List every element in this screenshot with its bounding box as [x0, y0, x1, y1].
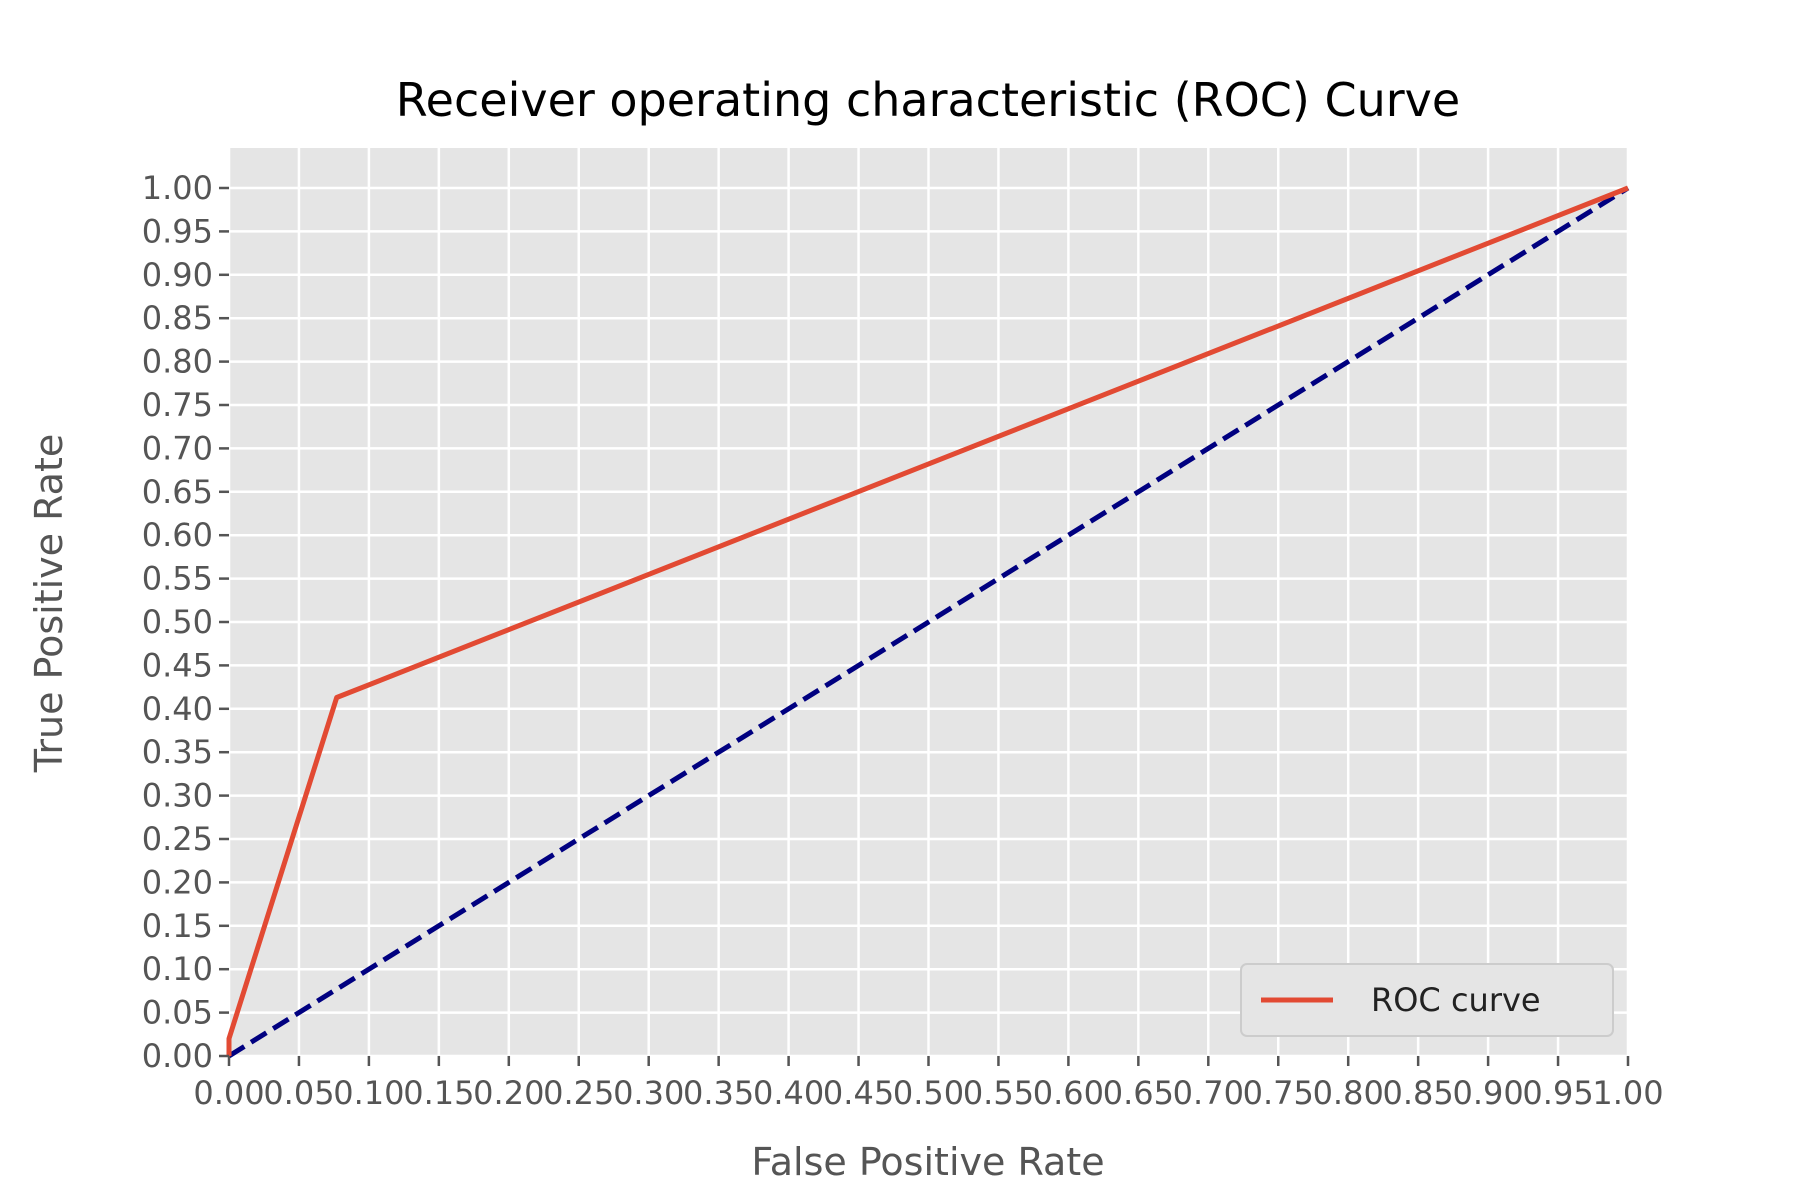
y-tick-label: 0.40 — [142, 690, 213, 728]
x-tick-label: 0.15 — [403, 1074, 474, 1112]
y-tick-label: 0.15 — [142, 907, 213, 945]
x-tick-label: 0.60 — [1033, 1074, 1104, 1112]
y-tick-label: 0.10 — [142, 950, 213, 988]
x-tick-label: 0.75 — [1243, 1074, 1314, 1112]
x-tick-label: 0.10 — [333, 1074, 404, 1112]
y-tick-label: 0.90 — [142, 256, 213, 294]
y-tick-label: 0.80 — [142, 343, 213, 381]
x-tick-label: 0.70 — [1173, 1074, 1244, 1112]
y-tick-label: 0.05 — [142, 994, 213, 1032]
y-tick-label: 0.95 — [142, 212, 213, 250]
y-axis-label: True Positive Rate — [27, 434, 71, 774]
x-tick-label: 0.45 — [823, 1074, 894, 1112]
x-tick-label: 0.30 — [613, 1074, 684, 1112]
y-tick-label: 0.20 — [142, 863, 213, 901]
x-tick-label: 0.40 — [753, 1074, 824, 1112]
chance-diagonal-line — [227, 185, 1630, 1059]
roc-curve-line — [226, 185, 1629, 1056]
x-tick-label: 0.95 — [1522, 1074, 1593, 1112]
y-axis-ticks: 0.00 0.05 0.10 0.15 0.20 0.25 0.30 0.35 0.40 0.45… — [142, 169, 229, 1075]
y-tick-label: 0.50 — [142, 603, 213, 641]
grid-lines — [227, 148, 1630, 1058]
y-tick-label: 0.35 — [142, 733, 213, 771]
y-tick-label: 1.00 — [142, 169, 213, 207]
y-tick-label: 0.60 — [142, 516, 213, 554]
y-tick-label: 0.75 — [142, 386, 213, 424]
legend-box — [1240, 963, 1614, 1037]
x-tick-label: 0.50 — [893, 1074, 964, 1112]
x-axis-label: False Positive Rate — [751, 1140, 1104, 1184]
y-tick-label: 0.65 — [142, 473, 213, 511]
x-tick-label: 0.85 — [1383, 1074, 1454, 1112]
legend-label: ROC curve — [1371, 981, 1541, 1019]
x-tick-label: 0.55 — [963, 1074, 1034, 1112]
x-tick-label: 0.90 — [1452, 1074, 1523, 1112]
x-tick-label: 1.00 — [1592, 1074, 1663, 1112]
y-tick-label: 0.25 — [142, 820, 213, 858]
y-tick-label: 0.00 — [142, 1037, 213, 1075]
x-tick-label: 0.00 — [193, 1074, 264, 1112]
x-tick-label: 0.20 — [473, 1074, 544, 1112]
x-tick-label: 0.05 — [263, 1074, 334, 1112]
y-tick-label: 0.70 — [142, 429, 213, 467]
x-tick-label: 0.80 — [1313, 1074, 1384, 1112]
y-tick-label: 0.85 — [142, 299, 213, 337]
x-tick-label: 0.25 — [543, 1074, 614, 1112]
chart-title: Receiver operating characteristic (ROC) … — [396, 73, 1460, 127]
x-axis-ticks: 0.000.050.100.150.200.250.300.350.400.45… — [193, 1056, 1664, 1112]
y-tick-label: 0.55 — [142, 560, 213, 598]
legend: ROC curve — [1240, 963, 1614, 1037]
x-tick-label: 0.35 — [683, 1074, 754, 1112]
y-tick-label: 0.45 — [142, 646, 213, 684]
x-tick-label: 0.65 — [1103, 1074, 1174, 1112]
y-tick-label: 0.30 — [142, 777, 213, 815]
series-layer — [226, 185, 1630, 1059]
